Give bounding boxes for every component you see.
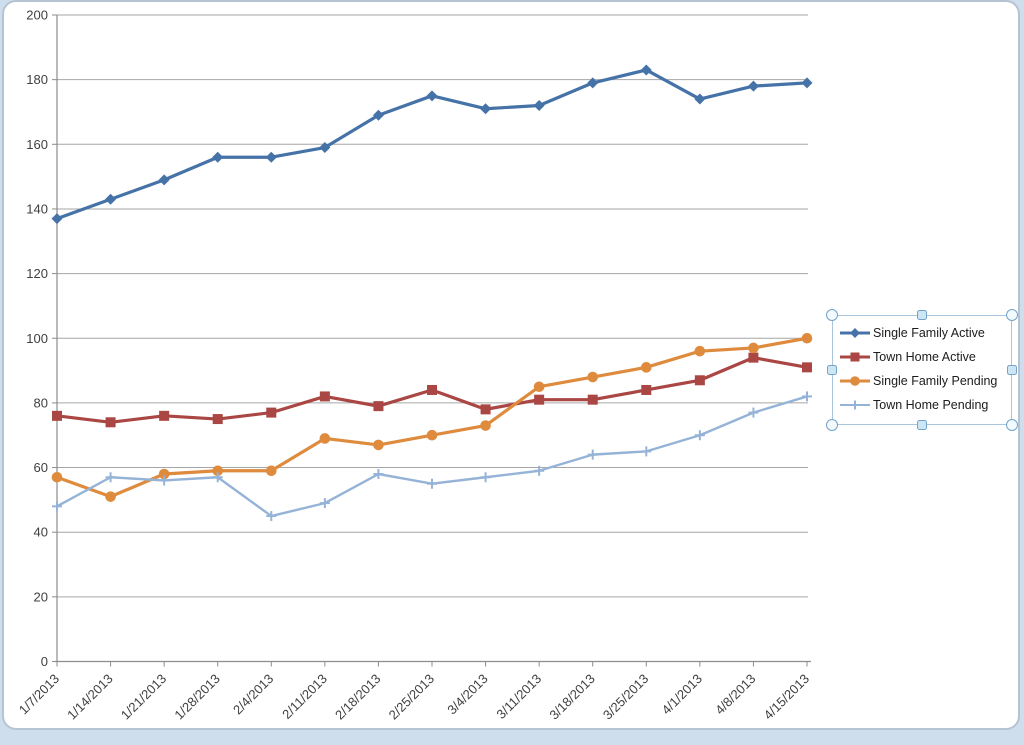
series-single-family-active[interactable] [51,64,813,225]
legend-label: Town Home Pending [873,398,989,412]
selection-handle-left-icon[interactable] [827,365,837,375]
selection-handle-top-left-icon[interactable] [826,309,838,321]
legend-label: Town Home Active [873,350,976,364]
legend-label: Single Family Pending [873,374,998,388]
y-axis-labels: 0 20 40 60 80 100 120 140 160 180 200 [26,8,48,670]
legend-item-town-home-pending[interactable]: Town Home Pending [839,398,1007,412]
svg-text:80: 80 [34,395,48,410]
legend-label: Single Family Active [873,326,985,340]
legend-item-town-home-active[interactable]: Town Home Active [839,350,1007,364]
legend-item-single-family-active[interactable]: Single Family Active [839,326,1007,340]
selection-handle-top-icon[interactable] [917,310,927,320]
svg-text:60: 60 [34,460,48,475]
axes [55,15,811,667]
line-marker-circle-icon [840,376,870,386]
svg-text:160: 160 [26,137,48,152]
svg-text:0: 0 [41,654,48,669]
series-line-town-home-pending [55,395,809,518]
worksheet-strip [0,732,1024,745]
svg-text:2/18/2013: 2/18/2013 [332,671,384,723]
svg-text:200: 200 [26,8,48,23]
selection-handle-bottom-left-icon[interactable] [826,419,838,431]
svg-text:2/11/2013: 2/11/2013 [279,671,330,722]
svg-text:1/28/2013: 1/28/2013 [171,671,223,723]
svg-text:180: 180 [26,72,48,87]
series-town-home-pending[interactable] [52,391,812,522]
svg-text:3/11/2013: 3/11/2013 [493,671,544,722]
gridlines [52,14,808,662]
svg-text:140: 140 [26,201,48,216]
selection-handle-right-icon[interactable] [1007,365,1017,375]
selection-handle-bottom-right-icon[interactable] [1006,419,1018,431]
svg-text:4/1/2013: 4/1/2013 [659,671,705,717]
svg-text:4/8/2013: 4/8/2013 [712,671,758,717]
series-single-family-pending[interactable] [51,332,813,502]
svg-text:3/4/2013: 3/4/2013 [444,671,490,717]
x-axis-labels: 1/7/2013 1/14/2013 1/21/2013 1/28/2013 2/4/2… [16,671,812,723]
svg-text:3/18/2013: 3/18/2013 [546,671,598,723]
svg-text:100: 100 [26,331,48,346]
line-marker-diamond-icon [840,328,870,338]
line-marker-plus-icon [840,400,870,410]
selection-handle-bottom-icon[interactable] [917,420,927,430]
line-marker-square-icon [840,352,870,362]
svg-text:4/15/2013: 4/15/2013 [761,671,813,723]
svg-text:2/4/2013: 2/4/2013 [230,671,276,717]
svg-text:20: 20 [34,589,48,604]
svg-text:1/7/2013: 1/7/2013 [16,671,62,717]
svg-text:1/14/2013: 1/14/2013 [64,671,116,723]
legend[interactable]: Single Family Active Town Home Active Si… [826,309,1018,431]
svg-text:3/25/2013: 3/25/2013 [600,671,652,723]
svg-text:1/21/2013: 1/21/2013 [118,671,170,723]
legend-item-single-family-pending[interactable]: Single Family Pending [839,374,1007,388]
selection-handle-top-right-icon[interactable] [1006,309,1018,321]
svg-text:40: 40 [34,525,48,540]
svg-text:120: 120 [26,266,48,281]
svg-text:2/25/2013: 2/25/2013 [386,671,438,723]
series-town-home-active[interactable] [52,352,812,428]
